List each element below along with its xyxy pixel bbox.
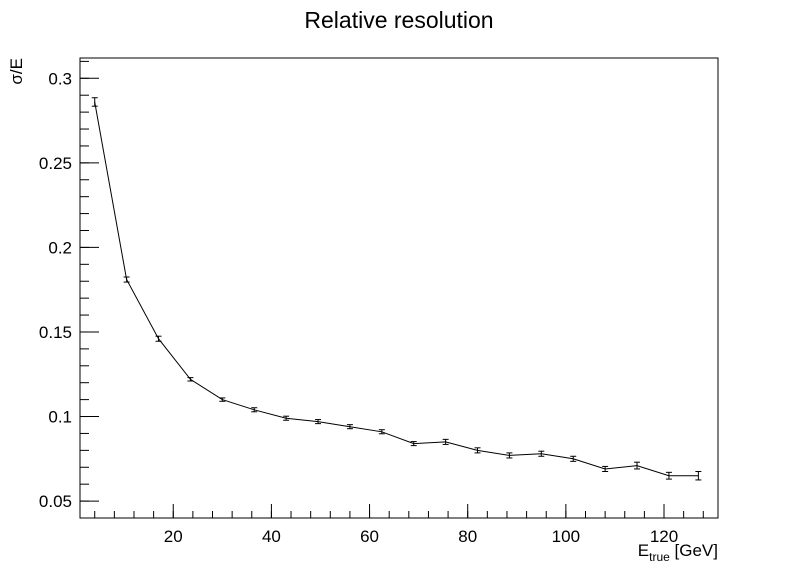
x-tick-label: 80 bbox=[458, 527, 477, 546]
data-point bbox=[283, 415, 290, 421]
x-axis-title-subscript: true bbox=[649, 550, 670, 564]
series-line bbox=[94, 101, 699, 477]
data-point bbox=[378, 429, 385, 435]
x-axis-title-unit: [GeV] bbox=[670, 541, 718, 560]
data-point bbox=[410, 441, 417, 447]
data-point bbox=[634, 461, 641, 470]
data-point bbox=[538, 450, 545, 457]
data-point bbox=[219, 397, 226, 402]
data-points bbox=[91, 97, 702, 481]
data-point bbox=[346, 424, 353, 430]
data-point bbox=[155, 335, 162, 342]
plot-frame bbox=[79, 57, 719, 519]
y-tick-label: 0.05 bbox=[39, 492, 72, 511]
data-point bbox=[506, 452, 513, 459]
data-point bbox=[251, 407, 258, 413]
y-tick-label: 0.25 bbox=[39, 154, 72, 173]
data-point bbox=[187, 377, 194, 382]
data-point bbox=[570, 455, 577, 462]
y-axis-title: σ/E bbox=[7, 58, 26, 85]
x-tick-label: 100 bbox=[552, 527, 580, 546]
y-tick-label: 0.15 bbox=[39, 323, 72, 342]
axis-ticks bbox=[80, 60, 704, 519]
chart-title: Relative resolution bbox=[304, 7, 493, 33]
data-point bbox=[695, 470, 702, 481]
y-tick-label: 0.3 bbox=[48, 69, 72, 88]
data-point bbox=[91, 97, 98, 107]
data-point bbox=[442, 438, 449, 445]
data-point bbox=[123, 276, 130, 283]
y-tick-label: 0.2 bbox=[48, 238, 72, 257]
data-point bbox=[665, 471, 672, 480]
y-tick-label: 0.1 bbox=[48, 408, 72, 427]
x-axis-title: Etrue [GeV] bbox=[638, 541, 718, 564]
x-tick-label: 120 bbox=[650, 527, 678, 546]
tick-labels: 20 40 60 80 100 120 0.05 0.1 0.15 0.2 0.25 0.3 bbox=[39, 69, 678, 546]
data-point bbox=[602, 465, 609, 472]
x-tick-label: 20 bbox=[164, 527, 183, 546]
x-tick-label: 60 bbox=[360, 527, 379, 546]
data-point bbox=[315, 419, 322, 425]
x-tick-label: 40 bbox=[262, 527, 281, 546]
data-point bbox=[474, 447, 481, 454]
x-axis-title-base: E bbox=[638, 541, 649, 560]
